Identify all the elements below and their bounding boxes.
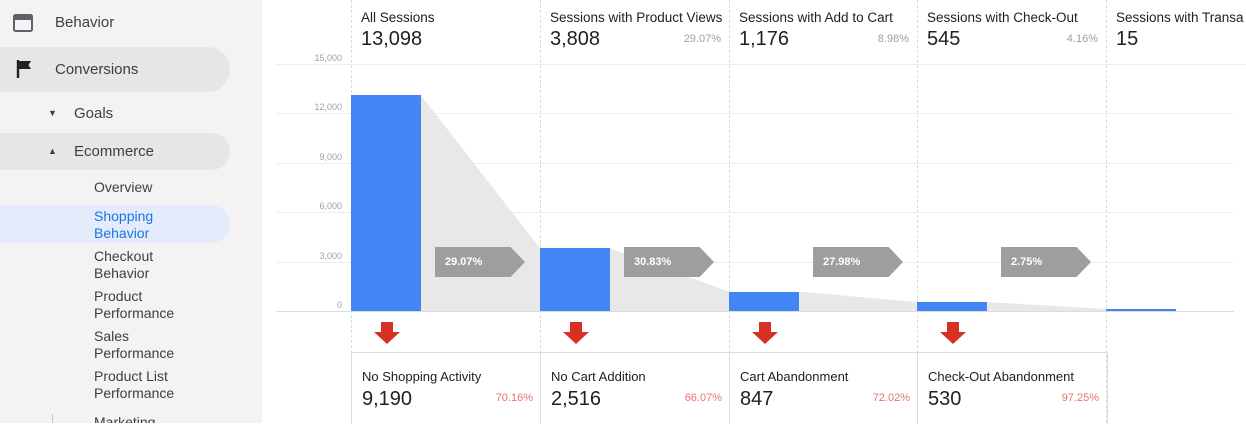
down-arrow-icon	[563, 322, 589, 344]
gridline	[276, 163, 1234, 164]
flag-icon	[14, 58, 36, 80]
abandonment-percent: 97.25%	[1061, 392, 1099, 404]
gridline	[276, 113, 1234, 114]
funnel-flow-shape	[799, 291, 917, 311]
stage-header[interactable]: Sessions with Add to Cart 1,176 8.98%	[729, 0, 917, 64]
abandonment-title: No Cart Addition	[551, 369, 646, 384]
column-divider	[1106, 0, 1107, 423]
x-axis-line	[276, 311, 1234, 312]
nav-behavior[interactable]: Behavior	[0, 4, 230, 42]
sidebar: Behavior Conversions ▼ Goals ▲ Ecommerce…	[0, 0, 262, 423]
nav-conversions[interactable]: Conversions	[0, 47, 230, 92]
abandonment-box[interactable]: Cart Abandonment 847 72.02%	[729, 352, 918, 424]
sidebar-item-label: Sales Performance	[94, 328, 175, 361]
stage-value: 15	[1116, 28, 1139, 50]
gridline	[276, 212, 1234, 213]
stage-title: Sessions with Transa	[1116, 10, 1244, 25]
sidebar-item-label: Product Performance	[94, 288, 175, 321]
sidebar-item-product-list-performance[interactable]: Product List Performance	[94, 368, 214, 402]
stage-title: Sessions with Add to Cart	[739, 10, 893, 25]
sidebar-item-label: Shopping Behavior	[94, 208, 154, 241]
funnel-bar[interactable]	[729, 291, 799, 311]
nav-behavior-label: Behavior	[55, 14, 115, 31]
stage-header[interactable]: Sessions with Transa 15	[1106, 0, 1246, 64]
sidebar-item-label: Product List Performance	[94, 368, 175, 401]
stage-value: 3,808	[550, 28, 601, 50]
sidebar-item-shopping-behavior-highlight	[0, 205, 230, 243]
down-arrow-icon	[940, 322, 966, 344]
conversion-rate-tag: 27.98%	[813, 247, 903, 277]
caret-up-icon: ▲	[48, 146, 57, 156]
sidebar-item-label: Overview	[94, 179, 153, 195]
abandonment-value: 847	[740, 388, 774, 410]
stage-title: Sessions with Product Views	[550, 10, 723, 25]
browser-window-icon	[12, 12, 34, 34]
sidebar-tree-line	[52, 414, 53, 423]
abandonment-title: Cart Abandonment	[740, 369, 849, 384]
abandonment-percent: 72.02%	[872, 392, 910, 404]
stage-value: 1,176	[739, 28, 790, 50]
down-arrow-icon	[752, 322, 778, 344]
abandonment-box[interactable]: Check-Out Abandonment 530 97.25%	[917, 352, 1108, 424]
conversion-rate-tag: 2.75%	[1001, 247, 1091, 277]
conversion-rate-tag: 29.07%	[435, 247, 525, 277]
sidebar-item-label: Checkout Behavior	[94, 248, 154, 281]
sidebar-item-product-performance[interactable]: Product Performance	[94, 288, 214, 322]
y-tick-label: 9,000	[319, 152, 342, 162]
abandonment-value: 9,190	[362, 388, 413, 410]
funnel-flow-shape	[421, 95, 540, 311]
sidebar-item-sales-performance[interactable]: Sales Performance	[94, 328, 214, 362]
abandonment-percent: 70.16%	[495, 392, 533, 404]
y-tick-label: 0	[336, 300, 342, 310]
funnel-bar[interactable]	[1106, 309, 1176, 311]
y-tick-label: 6,000	[319, 201, 342, 211]
y-tick-label: 15,000	[314, 53, 342, 63]
sidebar-item-marketing[interactable]: Marketing	[94, 414, 214, 423]
header-bottom-line	[351, 64, 1246, 65]
gridline	[276, 262, 1234, 263]
y-tick-label: 3,000	[319, 251, 342, 261]
abandonment-value: 2,516	[551, 388, 602, 410]
stage-header[interactable]: All Sessions 13,098	[351, 0, 540, 64]
nav-goals[interactable]: ▼ Goals	[0, 96, 230, 130]
stage-title: All Sessions	[361, 10, 435, 25]
funnel-bar[interactable]	[540, 248, 610, 311]
stage-header[interactable]: Sessions with Check-Out 545 4.16%	[917, 0, 1106, 64]
down-arrow-icon	[374, 322, 400, 344]
conversion-rate-tag: 30.83%	[624, 247, 714, 277]
sidebar-item-overview[interactable]: Overview	[94, 179, 214, 196]
column-divider	[917, 0, 918, 423]
abandonment-percent: 66.07%	[684, 392, 722, 404]
abandonment-box[interactable]: No Shopping Activity 9,190 70.16%	[351, 352, 541, 424]
stage-percent: 29.07%	[683, 33, 721, 45]
y-tick-label: 12,000	[314, 102, 342, 112]
stage-value: 13,098	[361, 28, 423, 50]
stage-header[interactable]: Sessions with Product Views 3,808 29.07%	[540, 0, 729, 64]
stage-percent: 4.16%	[1066, 33, 1098, 45]
sidebar-item-label: Marketing	[94, 414, 156, 423]
stage-value: 545	[927, 28, 961, 50]
abandonment-title: Check-Out Abandonment	[928, 369, 1074, 384]
abandonment-title: No Shopping Activity	[362, 369, 482, 384]
sidebar-item-shopping-behavior[interactable]: Shopping Behavior	[94, 208, 214, 242]
stage-title: Sessions with Check-Out	[927, 10, 1078, 25]
nav-ecommerce[interactable]: ▲ Ecommerce	[0, 133, 230, 170]
abandonment-value: 530	[928, 388, 962, 410]
stage-percent: 8.98%	[877, 33, 909, 45]
caret-down-icon: ▼	[48, 108, 57, 118]
funnel-bar[interactable]	[351, 95, 421, 311]
column-divider	[729, 0, 730, 423]
nav-conversions-label: Conversions	[55, 61, 139, 78]
nav-goals-label: Goals	[74, 105, 114, 122]
column-divider	[540, 0, 541, 423]
sidebar-item-checkout-behavior[interactable]: Checkout Behavior	[94, 248, 214, 282]
funnel-bar[interactable]	[917, 302, 987, 311]
nav-ecommerce-label: Ecommerce	[74, 143, 155, 160]
abandonment-box[interactable]: No Cart Addition 2,516 66.07%	[540, 352, 730, 424]
funnel-flow-shape	[987, 302, 1106, 311]
shopping-funnel: 15,000 12,000 9,000 6,000 3,000 0 All Se…	[262, 0, 1246, 424]
